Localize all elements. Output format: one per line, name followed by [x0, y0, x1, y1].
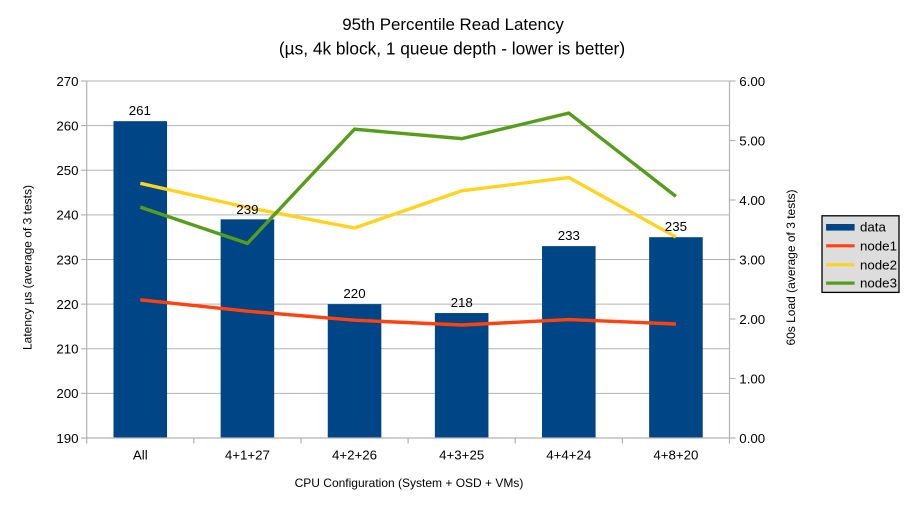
svg-text:Latency µs (average of 3 tests: Latency µs (average of 3 tests) — [21, 185, 35, 350]
svg-text:210: 210 — [56, 342, 78, 357]
svg-text:239: 239 — [236, 202, 258, 217]
svg-text:270: 270 — [56, 74, 78, 89]
svg-text:240: 240 — [56, 208, 78, 223]
svg-text:3.00: 3.00 — [739, 252, 765, 267]
svg-text:250: 250 — [56, 163, 78, 178]
svg-text:4+3+25: 4+3+25 — [439, 447, 484, 462]
svg-text:218: 218 — [451, 295, 473, 310]
svg-text:4+1+27: 4+1+27 — [225, 447, 270, 462]
svg-text:95th Percentile Read Latency: 95th Percentile Read Latency — [342, 15, 564, 34]
svg-text:261: 261 — [129, 103, 151, 118]
svg-text:node2: node2 — [860, 257, 897, 272]
svg-text:1.00: 1.00 — [739, 371, 765, 386]
svg-text:data: data — [860, 219, 886, 234]
svg-text:220: 220 — [56, 297, 78, 312]
svg-text:0.00: 0.00 — [739, 431, 765, 446]
svg-text:190: 190 — [56, 431, 78, 446]
svg-text:4+4+24: 4+4+24 — [546, 447, 591, 462]
svg-text:All: All — [133, 447, 148, 462]
svg-text:200: 200 — [56, 386, 78, 401]
svg-text:60s Load (average of 3 tests): 60s Load (average of 3 tests) — [784, 189, 798, 345]
svg-text:2.00: 2.00 — [739, 312, 765, 327]
svg-text:4.00: 4.00 — [739, 193, 765, 208]
svg-text:235: 235 — [665, 219, 687, 234]
svg-text:4+8+20: 4+8+20 — [653, 447, 698, 462]
svg-text:6.00: 6.00 — [739, 74, 765, 89]
svg-text:(µs, 4k block, 1 queue depth -: (µs, 4k block, 1 queue depth - lower is … — [279, 38, 625, 58]
svg-text:230: 230 — [56, 252, 78, 267]
svg-text:5.00: 5.00 — [739, 133, 765, 148]
svg-text:260: 260 — [56, 118, 78, 133]
svg-text:4+2+26: 4+2+26 — [332, 447, 377, 462]
svg-text:node3: node3 — [860, 276, 897, 291]
svg-text:CPU Configuration (System + OS: CPU Configuration (System + OSD + VMs) — [295, 476, 524, 490]
svg-text:node1: node1 — [860, 238, 897, 253]
svg-text:233: 233 — [558, 228, 580, 243]
svg-text:220: 220 — [343, 286, 365, 301]
